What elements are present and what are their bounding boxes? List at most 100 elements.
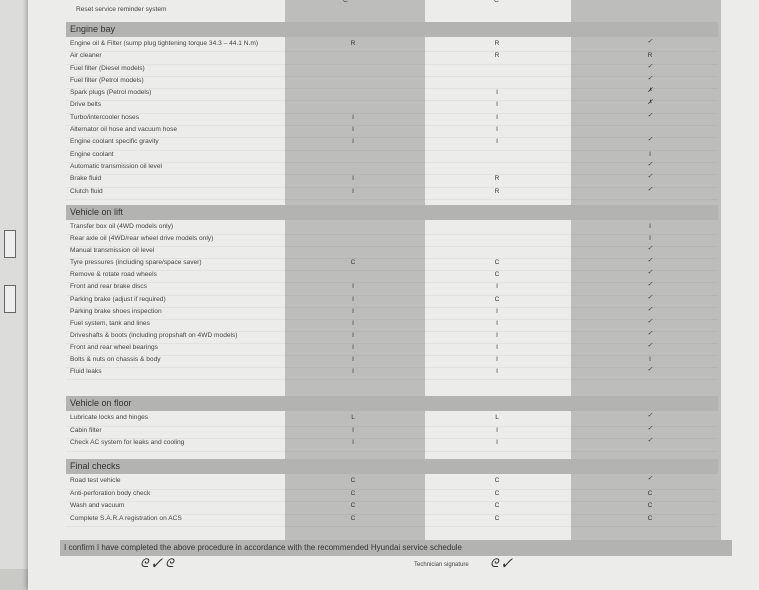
cell-b: C bbox=[494, 502, 500, 510]
row-label: Transfer box oil (4WD models only) bbox=[70, 223, 174, 230]
signature-handwritten: ᘓ ✓ ᘓ bbox=[140, 556, 174, 570]
row-label: Automatic transmission oil level bbox=[70, 162, 162, 170]
row-label: Drive belts bbox=[70, 101, 102, 109]
cell-b: R bbox=[494, 52, 500, 60]
cell-b: I bbox=[496, 426, 498, 434]
confirmation-statement: I confirm I have completed the above pro… bbox=[60, 540, 732, 556]
checklist-row: Parking brake (adjust if required) I C ✓ bbox=[66, 293, 718, 308]
checklist-row: Front and rear brake discs I I ✓ bbox=[66, 281, 718, 296]
cell-c: ✓ bbox=[647, 38, 653, 45]
section-header: Engine bay bbox=[66, 22, 718, 37]
cell-c: ✓ bbox=[647, 293, 653, 301]
cell-c: I bbox=[649, 356, 651, 364]
cell-a: I bbox=[352, 126, 354, 134]
row-label: Parking brake (adjust if required) bbox=[70, 295, 166, 303]
cell-c: ✓ bbox=[647, 74, 653, 82]
row-label: Manual transmission oil level bbox=[70, 247, 155, 255]
cell-c: ✓ bbox=[647, 329, 653, 337]
row-label: Road test vehicle bbox=[70, 477, 121, 484]
checklist-row: Parking brake shoes inspection I I ✓ bbox=[66, 306, 718, 320]
section-engine-bay: Engine bay Engine oil & Filter (sump plug… bbox=[66, 22, 718, 200]
row-label: Anti-perforation body check bbox=[70, 489, 151, 497]
row-label: Fuel system, tank and lines bbox=[70, 319, 150, 327]
row-label: Front and rear wheel bearings bbox=[70, 343, 158, 351]
row-label: Lubricate locks and hinges bbox=[70, 414, 149, 421]
row-label: Engine coolant bbox=[70, 150, 114, 158]
row-label: Tyre pressures (including spare/space sa… bbox=[70, 259, 202, 267]
checklist-row: Remove & rotate road wheels C ✓ bbox=[66, 269, 718, 284]
cell-b: C bbox=[494, 477, 500, 484]
cell-c: I bbox=[649, 235, 651, 243]
row-label: Spark plugs (Petrol models) bbox=[70, 89, 152, 97]
cell-a: I bbox=[352, 439, 354, 447]
technician-signature-label: Technician signature bbox=[414, 562, 469, 568]
checklist-row: Transfer box oil (4WD models only) I bbox=[66, 223, 718, 236]
section-header: Vehicle on lift bbox=[66, 205, 718, 220]
cell-b: R bbox=[494, 40, 500, 47]
row-label: Complete S.A.R.A registration on ACS bbox=[70, 514, 182, 522]
row-label: Fuel filter (Diesel models) bbox=[70, 64, 145, 72]
checklist-row: Bolts & nuts on chassis & body I I I bbox=[66, 356, 718, 369]
checklist-row: Drive belts I ✗ bbox=[66, 99, 718, 114]
cell-b: I bbox=[496, 331, 498, 339]
cell-b: C bbox=[494, 295, 500, 303]
page-edge-mark bbox=[4, 285, 16, 313]
cell-c: ✓ bbox=[647, 412, 653, 419]
cell-a: L bbox=[351, 414, 355, 421]
checklist-row: Rear axle oil (4WD/rear wheel drive mode… bbox=[66, 235, 718, 248]
cell-c: R bbox=[647, 52, 653, 60]
row-label: Engine oil & Filter (sump plug tightenin… bbox=[70, 40, 259, 47]
cell-b: I bbox=[496, 307, 498, 315]
section-vehicle-on-floor: Vehicle on floor Lubricate locks and hing… bbox=[66, 396, 718, 452]
row-label: Bolts & nuts on chassis & body bbox=[70, 356, 161, 364]
row-label: Reset service reminder system bbox=[76, 6, 167, 13]
checklist-row: Turbo/intercooler hoses I I ✓ bbox=[66, 112, 718, 127]
checklist-row: Check AC system for leaks and cooling I I ✓ bbox=[66, 437, 718, 452]
cell-c: ✓ bbox=[647, 437, 653, 445]
cell-c: ✗ bbox=[647, 99, 653, 107]
cell-a: C bbox=[350, 259, 356, 267]
cell-c: I bbox=[649, 223, 651, 230]
cell-b: I bbox=[496, 113, 498, 121]
cell-b: I bbox=[496, 343, 498, 351]
cell-a: I bbox=[352, 426, 354, 434]
cell-b: I bbox=[496, 319, 498, 327]
technician-signature-handwritten: ᘓ ✓ bbox=[490, 556, 512, 570]
cell-b: I bbox=[496, 89, 498, 97]
cell-a: I bbox=[352, 331, 354, 339]
cell-b: R bbox=[494, 175, 500, 183]
checklist-row: Fuel system, tank and lines I I ✓ bbox=[66, 318, 718, 332]
cell-a: I bbox=[352, 319, 354, 327]
cell-c: ✓ bbox=[647, 160, 653, 168]
checklist-row: Tyre pressures (including spare/space sa… bbox=[66, 257, 718, 272]
row-label: Turbo/intercooler hoses bbox=[70, 113, 140, 121]
section-vehicle-on-lift: Vehicle on lift Transfer box oil (4WD mod… bbox=[66, 205, 718, 381]
cell-b: C bbox=[494, 489, 500, 497]
checklist-row: Fluid leaks I I ✓ bbox=[66, 366, 718, 381]
row-label: Clutch fluid bbox=[70, 187, 103, 195]
cell-c: C bbox=[647, 514, 653, 522]
row-label: Remove & rotate road wheels bbox=[70, 271, 157, 279]
cell-a: I bbox=[352, 343, 354, 351]
cell-c: ✓ bbox=[647, 62, 653, 70]
cell-c: ✓ bbox=[647, 341, 653, 349]
cell-b: I bbox=[496, 138, 498, 146]
column-c-shade bbox=[571, 0, 721, 550]
checklist-row: Fuel filter (Diesel models) ✓ bbox=[66, 62, 718, 77]
cell-b: R bbox=[494, 187, 500, 195]
page-edge-mark bbox=[4, 230, 16, 258]
cell-b: I bbox=[496, 126, 498, 134]
row-label: Fuel filter (Petrol models) bbox=[70, 76, 144, 84]
cell-a: C bbox=[350, 514, 356, 522]
cell-c: ✓ bbox=[647, 257, 653, 265]
row-label: Wash and vacuum bbox=[70, 502, 125, 510]
cell-a: C bbox=[343, 0, 348, 4]
checklist-row: Clutch fluid I R ✓ bbox=[66, 185, 718, 200]
cell-c: ✓ bbox=[647, 185, 653, 193]
cell-b: C bbox=[494, 259, 500, 267]
checklist-row: Cabin filter I I ✓ bbox=[66, 425, 718, 440]
cell-a: C bbox=[350, 502, 356, 510]
cell-b: I bbox=[496, 439, 498, 447]
checklist-row: Engine coolant specific gravity I I ✓ bbox=[66, 136, 718, 151]
checklist-row: Road test vehicle C C ✓ bbox=[66, 475, 718, 490]
